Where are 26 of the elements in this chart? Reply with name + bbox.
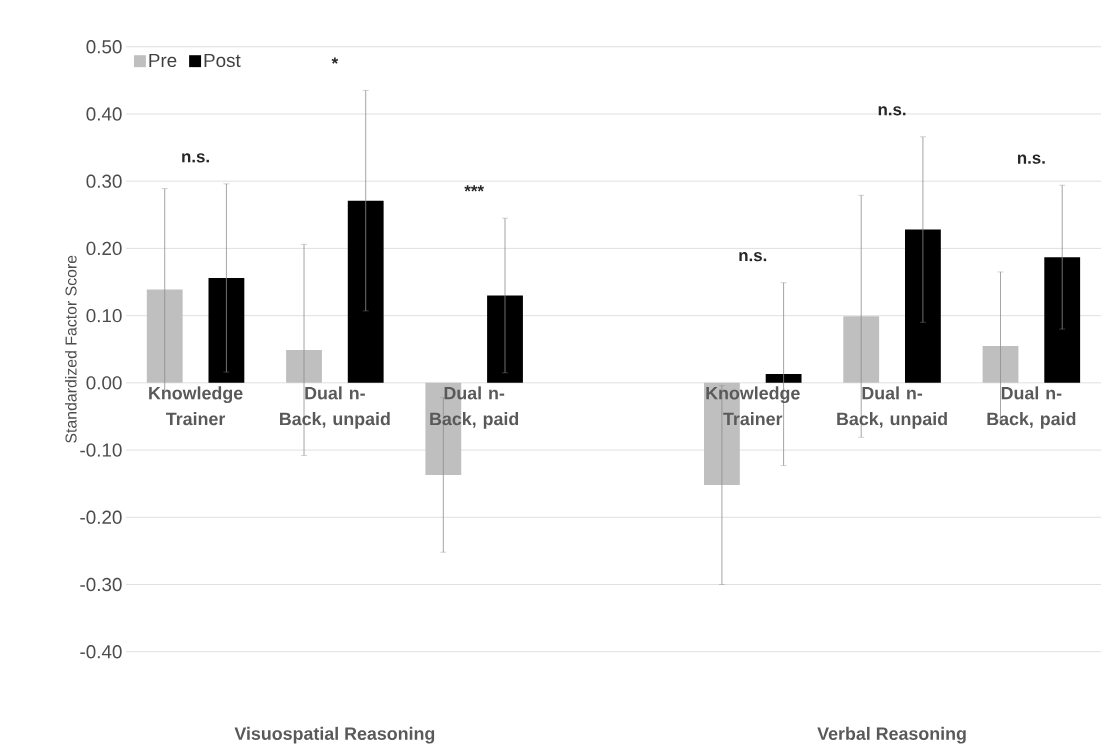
- y-tick-label: 0.00: [86, 376, 122, 390]
- y-tick-label: -0.30: [80, 577, 122, 592]
- y-tick-label: 0.50: [86, 39, 122, 54]
- annotation: *: [331, 57, 339, 64]
- text: Verbal Reasoning: [817, 726, 966, 744]
- legend-label: Post: [204, 53, 241, 67]
- y-tick-label: 0.30: [86, 174, 122, 188]
- annotation: ***: [464, 185, 484, 192]
- y-tick-label: -0.10: [80, 443, 122, 457]
- annotation: n.s.: [878, 106, 906, 116]
- annotation: n.s.: [182, 153, 209, 163]
- x-tick-label: Knowledge Trainer: [706, 386, 800, 426]
- text: Visuospatial Reasoning: [234, 726, 435, 744]
- x-tick-label: Dual n-Back, unpaid: [837, 386, 947, 429]
- annotation: n.s.: [739, 251, 767, 262]
- legend-label: Pre: [149, 53, 177, 67]
- y-tick-label: 0.10: [86, 308, 122, 323]
- y-tick-label: 0.40: [86, 107, 122, 121]
- y-axis-title: Standardized Factor Score: [65, 255, 77, 443]
- annotation: n.s.: [1017, 154, 1045, 164]
- x-tick-label: Knowledge Trainer: [149, 386, 243, 426]
- y-tick-label: -0.20: [80, 510, 122, 524]
- x-tick-label: Dual n-Back, unpaid: [280, 386, 390, 429]
- y-tick-label: 0.20: [86, 241, 122, 255]
- y-tick-label: -0.40: [80, 644, 122, 659]
- x-tick-label: Dual n-Back, paid: [987, 386, 1076, 429]
